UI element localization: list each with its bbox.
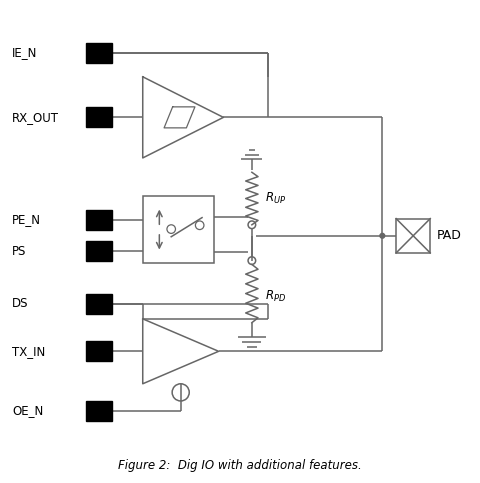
Bar: [86, 294, 112, 313]
Text: PS: PS: [12, 244, 27, 257]
Text: IE_N: IE_N: [12, 46, 37, 59]
Bar: [86, 401, 112, 421]
Text: PAD: PAD: [437, 229, 462, 242]
Bar: [86, 241, 112, 261]
Bar: [86, 341, 112, 361]
Text: DS: DS: [12, 297, 29, 310]
Text: PE_N: PE_N: [12, 213, 41, 227]
Bar: [86, 210, 112, 230]
Circle shape: [380, 233, 384, 238]
Text: Figure 2:  Dig IO with additional features.: Figure 2: Dig IO with additional feature…: [118, 459, 362, 472]
Bar: [396, 219, 430, 253]
Text: $R_{PD}$: $R_{PD}$: [265, 289, 286, 304]
Bar: [143, 196, 214, 263]
Bar: [86, 43, 112, 63]
Text: TX_IN: TX_IN: [12, 345, 46, 358]
Bar: [86, 107, 112, 128]
Text: RX_OUT: RX_OUT: [12, 111, 59, 124]
Text: OE_N: OE_N: [12, 404, 44, 417]
Text: $R_{UP}$: $R_{UP}$: [265, 191, 286, 206]
